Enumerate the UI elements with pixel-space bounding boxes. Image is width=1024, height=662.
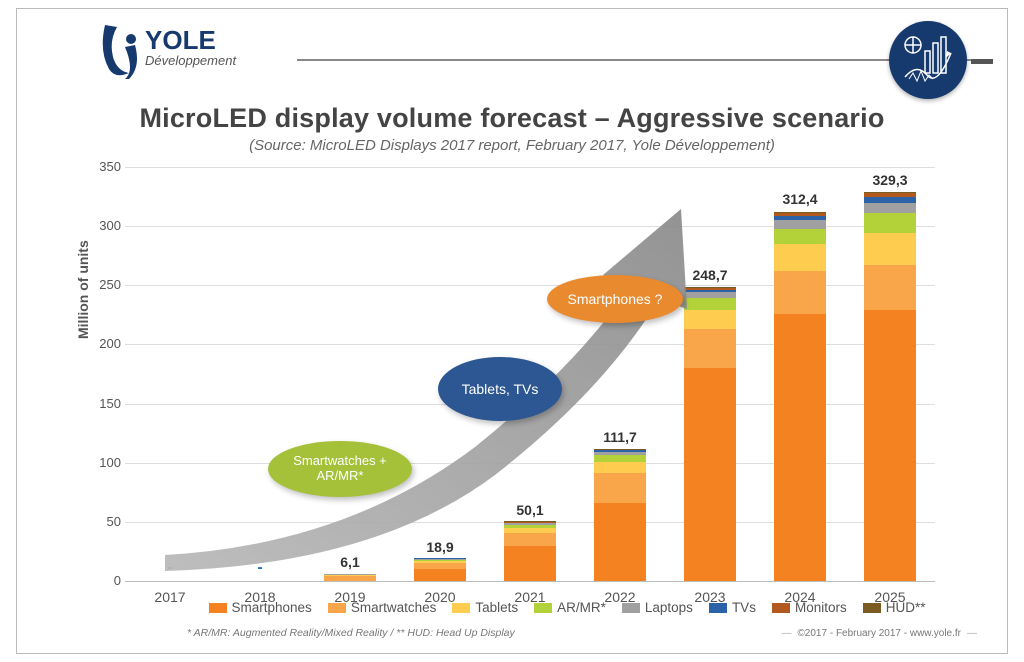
bar-segment-tvs: [864, 197, 916, 202]
bar-segment-laptops: [504, 523, 556, 525]
bar-total-label: 6,1: [305, 554, 395, 570]
y-tick: 250: [89, 277, 121, 292]
corner-dash: [971, 59, 993, 64]
bar-total-label: 329,3: [845, 172, 935, 188]
x-tick: 2024: [755, 589, 845, 605]
y-tick: 150: [89, 396, 121, 411]
y-tick: 350: [89, 159, 121, 174]
footnote-copyright: ©2017 - February 2017 - www.yole.fr: [775, 628, 983, 639]
bar-segment-monitors: [864, 193, 916, 197]
x-axis-line: [125, 581, 935, 582]
logo-text-bottom: Développement: [145, 53, 237, 68]
bar-segment-laptops: [414, 559, 466, 560]
annotation-bubble-text: Smartphones ?: [560, 291, 671, 307]
annotation-bubble: Tablets, TVs: [438, 357, 562, 421]
bar-segment-hud-: [504, 521, 556, 522]
corner-chart-icon: [889, 21, 967, 99]
bar-segment-tvs: [594, 450, 646, 452]
bar-segment-monitors: [684, 288, 736, 290]
x-tick: 2021: [485, 589, 575, 605]
bar-segment-smartwatches: [324, 576, 376, 581]
y-tick: 50: [89, 514, 121, 529]
bar-segment-hud-: [594, 449, 646, 450]
annotation-bubble-text: Smartwatches + AR/MR*: [268, 454, 412, 484]
logo-text-top: YOLE: [145, 25, 216, 55]
no-data-marker: -: [125, 559, 215, 577]
bar-segment-tablets: [414, 561, 466, 563]
bar-segment-laptops: [324, 574, 376, 575]
x-tick: 2023: [665, 589, 755, 605]
x-tick: 2019: [305, 589, 395, 605]
bar-segment-monitors: [774, 213, 826, 216]
header-rule: [297, 59, 991, 61]
bar-segment-ar-mr-: [324, 574, 376, 575]
y-tick: 300: [89, 218, 121, 233]
bar-segment-tvs: [504, 522, 556, 523]
annotation-bubble: Smartwatches + AR/MR*: [268, 441, 412, 497]
bar-segment-smartphones: [684, 368, 736, 581]
bar-segment-laptops: [684, 292, 736, 298]
x-tick: 2022: [575, 589, 665, 605]
bar-segment-laptops: [594, 452, 646, 455]
bar-segment-smartphones: [594, 503, 646, 581]
chart-title: MicroLED display volume forecast – Aggre…: [17, 103, 1007, 134]
y-tick: 200: [89, 336, 121, 351]
bar-segment-tablets: [324, 575, 376, 576]
bar-segment-tablets: [594, 462, 646, 474]
bar-segment-tablets: [774, 244, 826, 271]
bar-segment-tablets: [684, 310, 736, 329]
bar-segment-smartwatches: [504, 533, 556, 545]
x-tick: 2025: [845, 589, 935, 605]
bar-segment-smartwatches: [684, 329, 736, 368]
bar-segment-ar-mr-: [684, 298, 736, 310]
y-tick: 0: [89, 573, 121, 588]
bar-total-label: 111,7: [575, 429, 665, 445]
bar-segment-tvs: [684, 290, 736, 293]
bar-segment-tablets: [504, 528, 556, 533]
bar-segment-tablets: [864, 233, 916, 265]
bar-segment-smartphones: [414, 569, 466, 581]
bar-segment-smartwatches: [594, 473, 646, 503]
bar-segment-smartwatches: [864, 265, 916, 310]
bar-segment-ar-mr-: [774, 229, 826, 244]
bar-total-label: 312,4: [755, 191, 845, 207]
bar-segment-ar-mr-: [414, 560, 466, 562]
yole-logo-svg: YOLE Développement: [95, 21, 295, 81]
bar-segment-hud-: [864, 192, 916, 194]
bar-total-label: 18,9: [395, 539, 485, 555]
page-frame: YOLE Développement M: [16, 8, 1008, 654]
bar-total-label: 248,7: [665, 267, 755, 283]
x-tick: 2020: [395, 589, 485, 605]
bar-segment-ar-mr-: [864, 213, 916, 233]
header: YOLE Développement: [17, 19, 1007, 97]
bar-segment-monitors: [594, 449, 646, 450]
bar-segment-smartphones: [774, 314, 826, 581]
x-tick: 2018: [215, 589, 305, 605]
y-tick: 100: [89, 455, 121, 470]
yole-logo: YOLE Développement: [95, 21, 295, 81]
no-data-marker: -: [215, 559, 305, 577]
bar-segment-tvs: [414, 558, 466, 559]
annotation-bubble-text: Tablets, TVs: [454, 381, 547, 397]
bar-segment-smartphones: [864, 310, 916, 581]
bar-segment-hud-: [684, 287, 736, 288]
bar-segment-smartwatches: [774, 271, 826, 314]
x-tick: 2017: [125, 589, 215, 605]
annotation-bubble: Smartphones ?: [547, 275, 683, 323]
footnote-definitions: * AR/MR: Augmented Reality/Mixed Reality…: [187, 627, 515, 639]
bar-segment-smartwatches: [414, 563, 466, 569]
bar-segment-hud-: [774, 212, 826, 213]
bar-total-label: 50,1: [485, 502, 575, 518]
bar-segment-smartphones: [504, 546, 556, 581]
bar-segment-ar-mr-: [594, 455, 646, 462]
bar-segment-laptops: [864, 203, 916, 214]
bar-segment-laptops: [774, 220, 826, 228]
chart-subtitle: (Source: MicroLED Displays 2017 report, …: [17, 137, 1007, 154]
bar-segment-tvs: [774, 216, 826, 220]
bar-segment-ar-mr-: [504, 525, 556, 528]
